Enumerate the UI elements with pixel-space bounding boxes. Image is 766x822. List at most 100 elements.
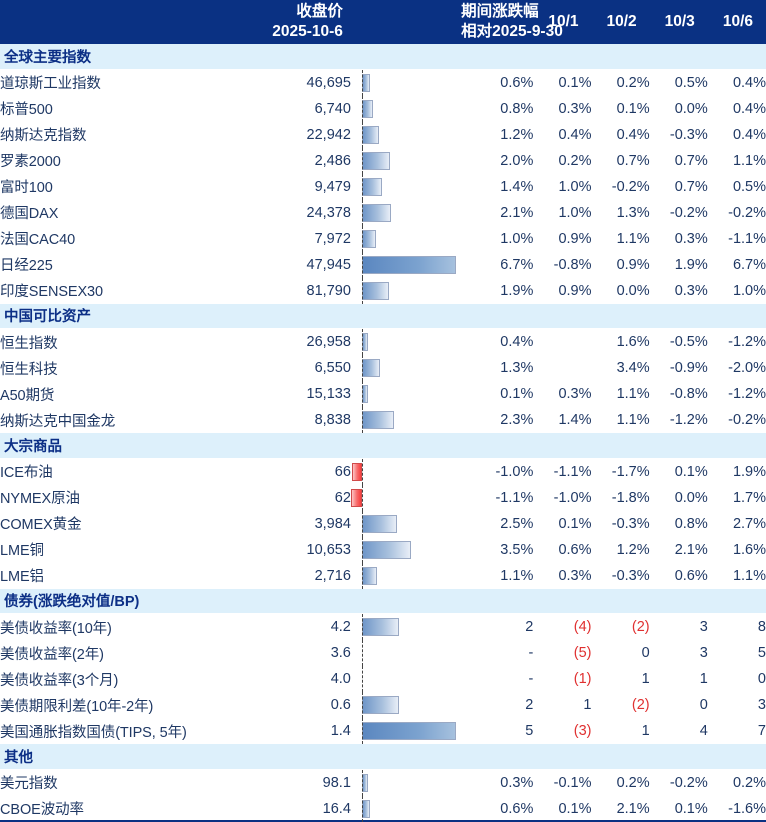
section-header-row: 其他 <box>0 744 766 770</box>
zero-axis-line <box>361 173 363 200</box>
daily-change-value: 0 <box>591 640 650 666</box>
period-change-bar <box>361 203 392 222</box>
period-change-bar <box>361 151 390 170</box>
table-row: 美元指数 98.1 0.3% -0.1% 0.2% -0.2% 0.2% <box>0 769 766 796</box>
daily-change-value: -1.2% <box>649 407 708 433</box>
daily-change-value: 1.6% <box>707 536 766 563</box>
period-change-bar <box>361 229 376 248</box>
header-day-3: 10/3 <box>649 0 708 44</box>
close-price: 98.1 <box>232 769 351 796</box>
period-change-bar-cell <box>350 251 462 278</box>
close-price: 6,550 <box>232 355 351 381</box>
daily-change-value: 7 <box>707 718 766 744</box>
zero-axis-line <box>361 407 363 433</box>
close-price: 46,695 <box>232 69 351 96</box>
zero-axis-line <box>361 640 363 666</box>
section-title: 其他 <box>0 744 766 770</box>
close-price: 26,958 <box>232 328 351 355</box>
period-change-bar-cell <box>350 562 462 589</box>
daily-change-value: 1.1% <box>707 147 766 174</box>
period-change-value: 6.7% <box>461 251 534 278</box>
header-blank-cell <box>0 0 233 44</box>
daily-change-value: -0.3% <box>591 562 650 589</box>
daily-change-value: 4 <box>649 718 708 744</box>
period-change-value: 1.4% <box>461 173 534 200</box>
header-day-2: 10/2 <box>591 0 650 44</box>
period-change-bar-cell <box>350 795 462 822</box>
daily-change-value: -0.8% <box>533 251 592 278</box>
period-change-bar-cell <box>350 121 462 148</box>
header-close-title: 收盘价 <box>296 2 343 20</box>
asset-name: CBOE波动率 <box>0 795 233 822</box>
daily-change-value: (4) <box>533 613 592 640</box>
table-row: ICE布油 66 -1.0% -1.1% -1.7% 0.1% 1.9% <box>0 458 766 485</box>
period-change-bar-cell <box>350 718 462 744</box>
period-change-bar-cell <box>350 458 462 485</box>
period-change-bar <box>361 125 379 144</box>
daily-change-value: -0.5% <box>649 328 708 355</box>
table-row: 日经225 47,945 6.7% -0.8% 0.9% 1.9% 6.7% <box>0 251 766 278</box>
daily-change-value: 0.5% <box>707 173 766 200</box>
close-price: 4.0 <box>232 666 351 692</box>
close-price: 47,945 <box>232 251 351 278</box>
close-price: 7,972 <box>232 225 351 252</box>
daily-change-value: 0.3% <box>533 95 592 122</box>
table-row: 纳斯达克中国金龙 8,838 2.3% 1.4% 1.1% -1.2% -0.2% <box>0 407 766 433</box>
daily-change-value: 0.1% <box>591 95 650 122</box>
period-change-value: 1.0% <box>461 225 534 252</box>
period-change-bar-cell <box>350 407 462 433</box>
daily-change-value: 0.3% <box>533 381 592 407</box>
header-bar-spacer <box>350 0 462 44</box>
daily-change-value: 2.1% <box>649 536 708 563</box>
daily-change-value: 0.3% <box>649 277 708 304</box>
table-row: 纳斯达克指数 22,942 1.2% 0.4% 0.4% -0.3% 0.4% <box>0 121 766 148</box>
section-title: 债券(涨跌绝对值/BP) <box>0 588 766 614</box>
header-close-price: 收盘价 2025-10-6 <box>232 0 351 44</box>
asset-name: 美债收益率(10年) <box>0 613 233 640</box>
zero-axis-line <box>361 484 363 511</box>
period-change-bar-cell <box>350 69 462 96</box>
table-row: 印度SENSEX30 81,790 1.9% 0.9% 0.0% 0.3% 1.0% <box>0 277 766 304</box>
asset-name: COMEX黄金 <box>0 510 233 537</box>
daily-change-value: 0.5% <box>649 69 708 96</box>
daily-change-value: 5 <box>707 640 766 666</box>
daily-change-value: -0.3% <box>649 121 708 148</box>
daily-change-value: 6.7% <box>707 251 766 278</box>
asset-name: 美元指数 <box>0 769 233 796</box>
daily-change-value: 0.4% <box>591 121 650 148</box>
period-change-value: 3.5% <box>461 536 534 563</box>
daily-change-value: 2.7% <box>707 510 766 537</box>
close-price: 22,942 <box>232 121 351 148</box>
zero-axis-line <box>361 614 363 640</box>
table-row: 德国DAX 24,378 2.1% 1.0% 1.3% -0.2% -0.2% <box>0 199 766 226</box>
section-title: 全球主要指数 <box>0 44 766 70</box>
period-change-bar-cell <box>350 640 462 666</box>
close-price: 81,790 <box>232 277 351 304</box>
asset-name: ICE布油 <box>0 458 233 485</box>
period-change-bar-cell <box>350 510 462 537</box>
section-header-row: 中国可比资产 <box>0 303 766 329</box>
asset-name: 法国CAC40 <box>0 225 233 252</box>
period-change-bar <box>361 722 456 740</box>
period-change-bar <box>361 696 400 714</box>
period-change-value: 0.6% <box>461 69 534 96</box>
header-period-change: 期间涨跌幅 相对2025-9-30 <box>461 0 563 44</box>
period-change-bar <box>361 540 411 559</box>
daily-change-value: 0.9% <box>591 251 650 278</box>
period-change-bar <box>361 799 371 818</box>
daily-change-value: 1 <box>591 666 650 692</box>
header-period-title: 期间涨跌幅 <box>461 2 539 20</box>
daily-change-value: 0.4% <box>707 69 766 96</box>
period-change-value: 0.1% <box>461 381 534 407</box>
zero-axis-line <box>361 147 363 174</box>
close-price: 15,133 <box>232 381 351 407</box>
zero-axis-line <box>361 69 363 96</box>
daily-change-value: (2) <box>591 613 650 640</box>
period-change-bar <box>361 177 382 196</box>
daily-change-value: 0.1% <box>649 795 708 822</box>
asset-name: 纳斯达克指数 <box>0 121 233 148</box>
daily-change-value: (3) <box>533 718 592 744</box>
header-close-date: 2025-10-6 <box>272 23 343 40</box>
daily-change-value: 1.0% <box>707 277 766 304</box>
daily-change-value <box>533 328 592 355</box>
